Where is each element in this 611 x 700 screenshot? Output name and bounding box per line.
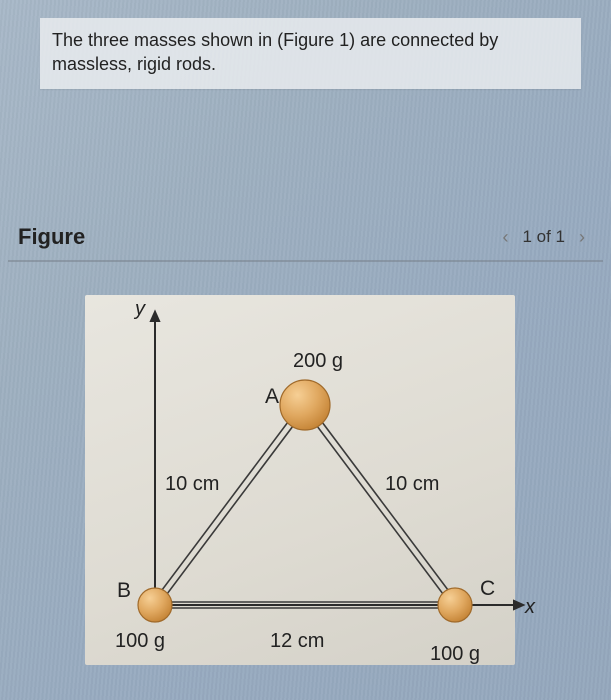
figure-header: Figure ‹ 1 of 1 › [8,220,603,262]
label-C: C [480,577,495,600]
mass-C-text: 100 g [430,643,480,665]
len-AC: 10 cm [385,473,439,495]
figure-pager: ‹ 1 of 1 › [502,227,585,248]
label-A: A [265,385,279,408]
rod-AB [153,402,308,606]
len-BC: 12 cm [270,630,324,652]
mass-A-text: 200 g [293,350,343,372]
mass-B-text: 100 g [115,630,165,652]
problem-statement: The three masses shown in (Figure 1) are… [40,18,581,89]
rod-AC [302,402,457,606]
mass-C [438,588,472,622]
y-axis-label: y [133,298,146,320]
figure-diagram: y x A B C 200 g 100 g 100 g 10 cm 10 cm … [55,275,555,685]
chevron-left-icon[interactable]: ‹ [502,227,508,248]
mass-A [280,380,330,430]
problem-text: The three masses shown in (Figure 1) are… [52,30,498,74]
figure-title: Figure [18,224,85,250]
mass-B [138,588,172,622]
diagram-svg: y x A B C 200 g 100 g 100 g 10 cm 10 cm … [55,275,555,685]
pager-text: 1 of 1 [522,227,565,247]
x-axis-label: x [524,596,536,618]
chevron-right-icon[interactable]: › [579,227,585,248]
len-AB: 10 cm [165,473,219,495]
label-B: B [117,579,131,602]
